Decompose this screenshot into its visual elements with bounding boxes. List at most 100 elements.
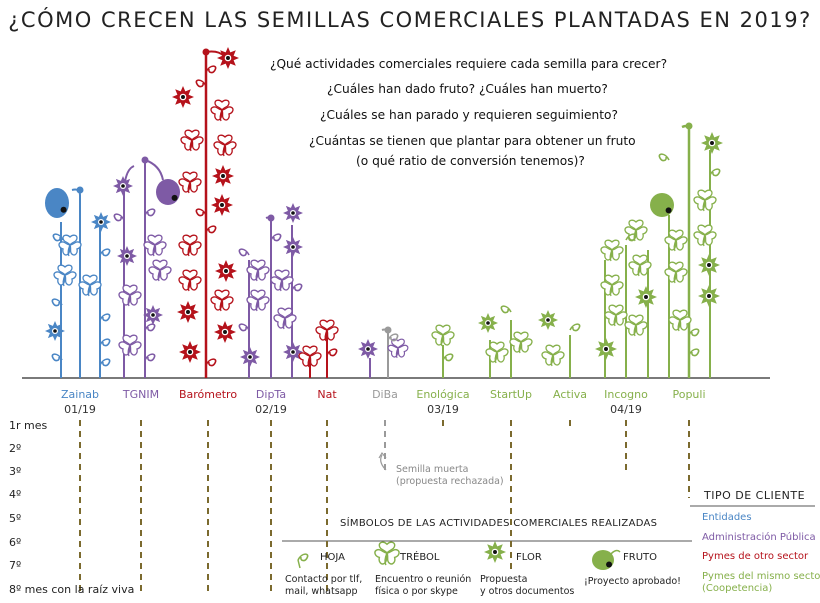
seed-name-4: Nat	[317, 388, 337, 401]
flower-icon	[143, 305, 163, 325]
fruit-icon	[592, 550, 614, 570]
clover-icon	[178, 269, 202, 292]
legend-title: SÍMBOLOS DE LAS ACTIVIDADES COMERCIALES …	[340, 518, 658, 529]
seed-name-10: Populi	[672, 388, 706, 401]
dead-seed-note-line-1: Semilla muerta	[396, 464, 469, 475]
leaf-icon	[205, 65, 217, 74]
stem	[123, 165, 135, 378]
leaf-icon	[658, 153, 670, 162]
clover-icon	[664, 229, 688, 252]
flower-icon	[215, 260, 237, 282]
seed-name-2: Barómetro	[178, 388, 238, 401]
plant-activa	[538, 310, 581, 378]
clover-icon	[624, 314, 648, 337]
question-3: ¿Cuáles se han parado y requieren seguim…	[320, 108, 618, 122]
clover-icon	[178, 234, 202, 257]
flower-icon	[484, 541, 506, 563]
client-type-pymes-mismo: Pymes del mismo sector	[702, 571, 820, 582]
legend-leaf-desc-2: mail, whatsapp	[285, 586, 358, 597]
leaf-icon	[144, 323, 156, 332]
leaf-icon	[387, 333, 399, 342]
clover-icon	[213, 134, 237, 157]
month-label-7: 7º	[9, 559, 22, 572]
month-label-4: 4º	[9, 488, 22, 501]
seed-date-0: 01/19	[64, 403, 96, 416]
clover-icon	[600, 239, 624, 262]
month-label-3: 3º	[9, 465, 22, 478]
plant-diba	[358, 326, 409, 378]
leaf-icon	[52, 233, 64, 242]
leaf-icon	[442, 353, 454, 362]
legend-flower-desc-2: y otros documentos	[480, 586, 575, 597]
legend-fruit-desc: ¡Proyecto aprobado!	[584, 576, 681, 588]
seed-name-5: DiBa	[372, 388, 398, 401]
clover-icon	[668, 309, 692, 332]
leaf-icon	[205, 225, 217, 234]
legend-flower-desc-1: Propuesta	[480, 574, 528, 585]
client-type-title: TIPO DE CLIENTE	[704, 489, 806, 502]
leaf-icon	[205, 358, 217, 367]
client-type-coopetencia: (Coopetencia)	[702, 583, 773, 594]
flower-icon	[701, 132, 723, 154]
plant-zainab	[45, 186, 111, 378]
stem	[681, 124, 691, 378]
flower-icon	[698, 254, 720, 276]
clover-icon	[273, 307, 297, 330]
leaf-icon	[291, 283, 303, 292]
seed-name-0: Zainab	[60, 388, 100, 401]
fruit-icon	[650, 193, 674, 217]
flower-icon	[283, 237, 303, 257]
clover-icon	[143, 234, 167, 257]
leaf-icon	[270, 233, 282, 242]
clover-icon	[541, 344, 565, 367]
flower-icon	[283, 203, 303, 223]
plant-nat	[298, 319, 339, 378]
leaf-icon	[51, 298, 63, 307]
flower-icon	[45, 321, 65, 341]
flower-icon	[211, 194, 233, 216]
clover-icon	[210, 289, 234, 312]
leaf-icon	[195, 79, 207, 88]
leaf-icon	[625, 233, 637, 242]
month-label-2: 2º	[9, 442, 22, 455]
clover-icon	[210, 99, 234, 122]
month-label-5: 5º	[9, 512, 22, 525]
bud-icon	[685, 122, 693, 130]
month-label-6: 6º	[9, 536, 22, 549]
client-type-entidades: Entidades	[702, 512, 752, 523]
flower-icon	[478, 313, 498, 333]
client-type-administracion: Administración Pública	[702, 532, 816, 543]
clover-icon	[664, 261, 688, 284]
seed-date-6: 03/19	[427, 403, 459, 416]
month-label-1: 1r mes	[9, 419, 48, 432]
leaf-icon	[238, 323, 250, 332]
question-4: ¿Cuántas se tienen que plantar para obte…	[309, 134, 636, 148]
legend-icons	[297, 541, 621, 570]
plant-enologica	[431, 324, 455, 378]
clover-icon	[58, 234, 82, 257]
legend-clover-desc-2: física o por skype	[375, 586, 458, 597]
flower-icon	[214, 321, 236, 343]
seed-date-9: 04/19	[610, 403, 642, 416]
legend-leaf-desc: Contacto por tlf, mail, whatsapp	[285, 574, 362, 598]
legend-leaf-desc-1: Contacto por tlf,	[285, 574, 363, 585]
flower-icon	[217, 47, 239, 69]
leaf-icon	[195, 208, 207, 217]
flower-icon	[172, 86, 194, 108]
dead-seed-arrow	[380, 454, 387, 471]
clover-icon	[693, 189, 717, 212]
clover-icon	[178, 171, 202, 194]
dead-seed-note: Semilla muerta (propuesta rechazada)	[396, 464, 504, 488]
leaf-icon	[297, 553, 309, 562]
legend-clover-name: TRÉBOL	[400, 552, 440, 563]
clover-icon	[180, 129, 204, 152]
clover-icon	[298, 345, 322, 368]
legend-flower-name: FLOR	[516, 552, 542, 563]
flower-icon	[177, 301, 199, 323]
bud-icon	[384, 326, 392, 334]
leaf-icon	[99, 248, 111, 257]
flower-icon	[240, 347, 260, 367]
leaf-icon	[51, 353, 63, 362]
dead-seed-note-line-2: (propuesta rechazada)	[396, 476, 504, 487]
stem	[144, 159, 164, 181]
